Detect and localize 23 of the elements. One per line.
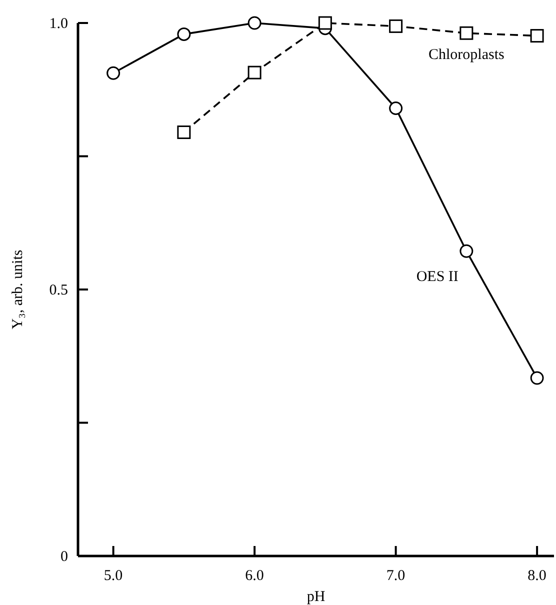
point: [389, 102, 403, 116]
point: [248, 16, 262, 30]
point: [389, 19, 403, 33]
point: [248, 66, 262, 80]
x-tick-label: 5.0: [104, 568, 123, 584]
point: [460, 244, 474, 258]
point: [106, 66, 120, 80]
point: [530, 29, 544, 43]
series-label: OES II: [416, 269, 458, 286]
x-axis-title: pH: [306, 589, 326, 605]
y-tick-label: 1.0: [49, 16, 68, 32]
point: [177, 27, 191, 41]
x-tick-label: 7.0: [386, 568, 406, 584]
series-label: Chloroplasts: [428, 47, 505, 64]
x-tick-label: 8.0: [528, 568, 546, 584]
y-tick-label: 0.5: [49, 282, 68, 298]
point: [177, 126, 191, 140]
point: [530, 371, 544, 385]
y-axis-title: Y₃, arb. units: [10, 250, 26, 330]
x-tick-label: 6.0: [245, 568, 264, 584]
y-tick-label: 0: [60, 549, 68, 565]
point: [460, 26, 474, 40]
point: [318, 16, 332, 30]
